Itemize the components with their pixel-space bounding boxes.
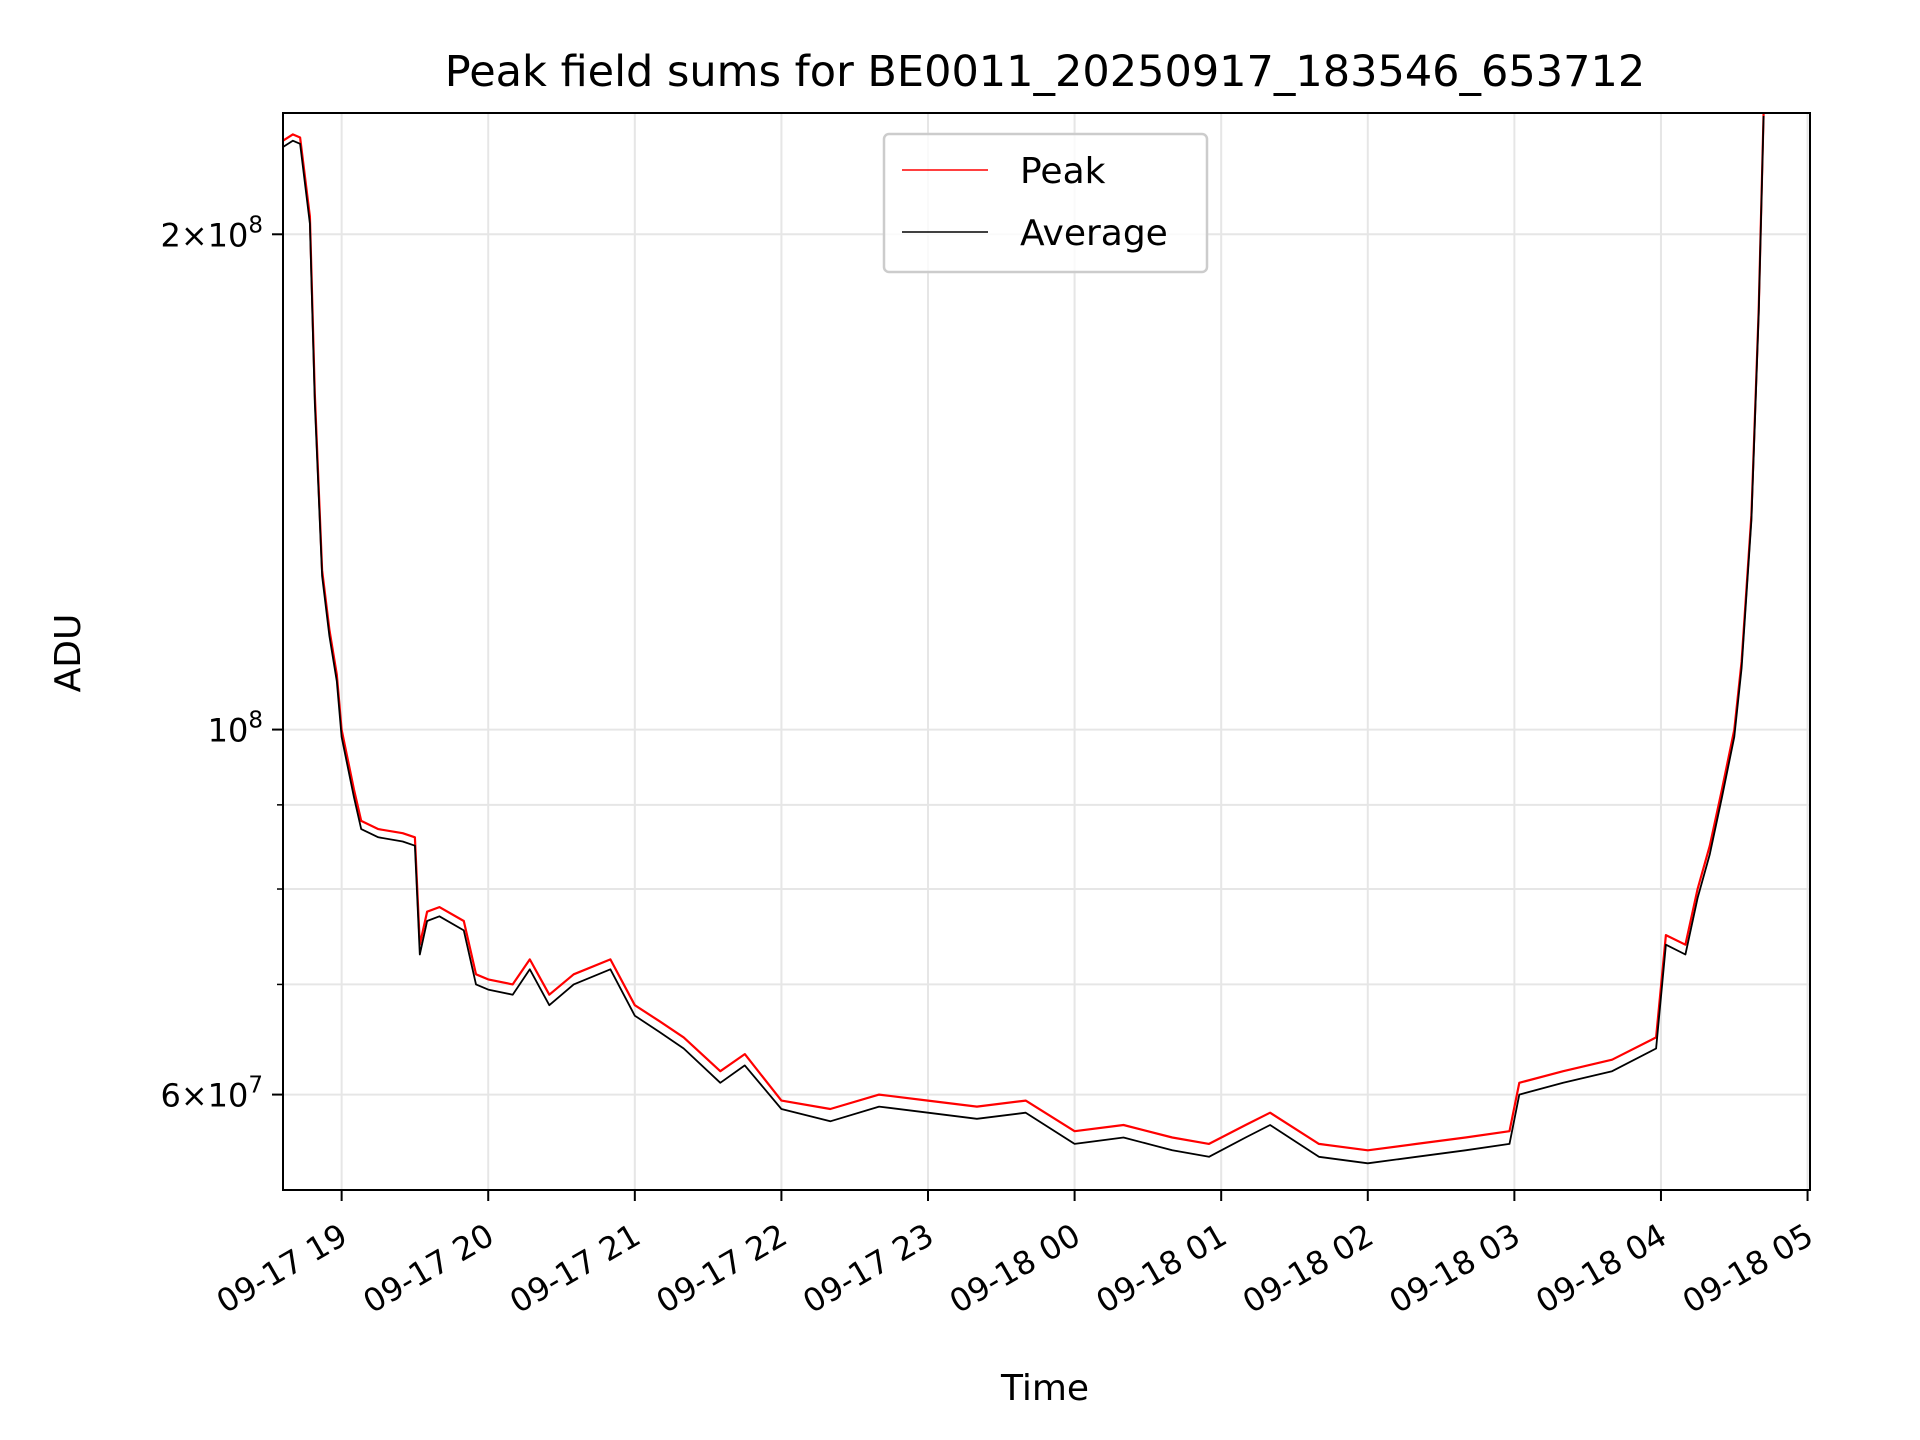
plot-frame	[282, 112, 1811, 1191]
grid	[283, 113, 1810, 1190]
y-tick-label: 108	[208, 708, 263, 750]
series-line-average	[282, 115, 1765, 1165]
y-tick-label: 2×108	[160, 212, 263, 254]
y-axis-label: ADU	[48, 614, 89, 693]
y-tick-label: 6×107	[160, 1073, 263, 1115]
chart-title: Peak field sums for BE0011_20250917_1835…	[445, 47, 1645, 97]
y-ticks: 6×107 108 2×108	[160, 212, 283, 1115]
series-line-peak	[282, 112, 1765, 1152]
legend-box	[882, 132, 1209, 274]
series	[282, 112, 1765, 1165]
legend: Peak Average	[882, 132, 1209, 274]
x-axis-label: Time	[1000, 1368, 1089, 1409]
legend-peak-label: Peak	[1020, 151, 1106, 192]
legend-average-label: Average	[1020, 213, 1168, 254]
